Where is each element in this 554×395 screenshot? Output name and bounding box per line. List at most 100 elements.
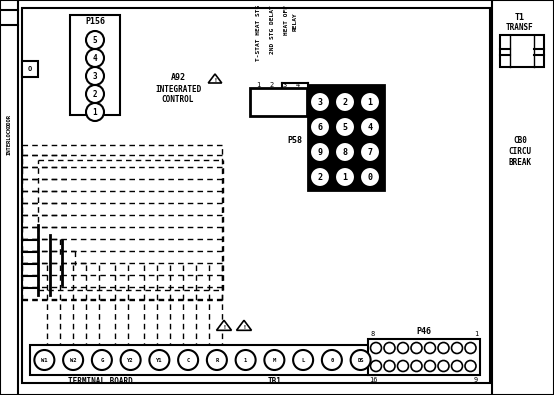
- Text: HEAT OFF: HEAT OFF: [284, 5, 289, 35]
- Bar: [30, 345, 375, 375]
- Circle shape: [351, 350, 371, 370]
- Text: 1: 1: [474, 331, 478, 337]
- Text: P156: P156: [85, 17, 105, 26]
- Circle shape: [310, 92, 330, 112]
- Text: T-STAT HEAT STG: T-STAT HEAT STG: [256, 5, 261, 61]
- Circle shape: [335, 142, 355, 162]
- Circle shape: [310, 167, 330, 187]
- Text: 7: 7: [367, 147, 372, 156]
- Text: 1: 1: [244, 357, 247, 363]
- Circle shape: [398, 361, 408, 372]
- Circle shape: [86, 31, 104, 49]
- Text: 0: 0: [330, 357, 334, 363]
- Text: DS: DS: [357, 357, 364, 363]
- Circle shape: [398, 342, 408, 354]
- Text: 2: 2: [342, 98, 347, 107]
- Polygon shape: [208, 74, 222, 83]
- Text: BREAK: BREAK: [509, 158, 531, 167]
- Text: 1: 1: [367, 98, 372, 107]
- Text: M: M: [273, 357, 276, 363]
- Text: TERMINAL BOARD: TERMINAL BOARD: [68, 376, 132, 386]
- Text: 9: 9: [474, 377, 478, 383]
- Bar: [22, 61, 38, 77]
- Text: 1: 1: [257, 82, 260, 88]
- Circle shape: [34, 350, 54, 370]
- Circle shape: [465, 361, 476, 372]
- Text: 2: 2: [93, 90, 98, 98]
- Bar: [308, 85, 384, 190]
- Text: 5: 5: [93, 36, 98, 45]
- Text: 4: 4: [295, 82, 300, 88]
- Text: TRANSF: TRANSF: [506, 23, 534, 32]
- Text: 6: 6: [317, 122, 322, 132]
- Text: W1: W1: [41, 357, 48, 363]
- Circle shape: [465, 342, 476, 354]
- Text: P46: P46: [417, 327, 432, 335]
- Text: 2: 2: [269, 82, 274, 88]
- Circle shape: [360, 142, 380, 162]
- Circle shape: [384, 342, 395, 354]
- Bar: [250, 88, 307, 116]
- Text: 3: 3: [283, 82, 286, 88]
- Text: R: R: [216, 357, 218, 363]
- Text: CIRCU: CIRCU: [509, 147, 531, 156]
- Text: CONTROL: CONTROL: [162, 94, 194, 103]
- Text: Y2: Y2: [127, 357, 134, 363]
- Circle shape: [411, 361, 422, 372]
- Text: Y1: Y1: [156, 357, 163, 363]
- Text: 0: 0: [367, 173, 372, 181]
- Text: TB1: TB1: [268, 376, 282, 386]
- Text: C: C: [187, 357, 190, 363]
- Circle shape: [92, 350, 112, 370]
- Circle shape: [360, 92, 380, 112]
- Circle shape: [371, 342, 382, 354]
- Circle shape: [86, 49, 104, 67]
- Circle shape: [335, 92, 355, 112]
- Text: A92: A92: [171, 73, 186, 81]
- Bar: [254, 92, 263, 112]
- Circle shape: [452, 342, 463, 354]
- Bar: [291, 90, 304, 114]
- Polygon shape: [217, 320, 232, 330]
- Circle shape: [150, 350, 170, 370]
- Text: O: O: [28, 66, 32, 72]
- Bar: [368, 339, 480, 375]
- Text: 9: 9: [317, 147, 322, 156]
- Circle shape: [335, 117, 355, 137]
- Bar: [252, 90, 265, 114]
- Bar: [70, 15, 120, 115]
- Circle shape: [452, 361, 463, 372]
- Circle shape: [322, 350, 342, 370]
- Circle shape: [424, 361, 435, 372]
- Bar: [500, 35, 544, 67]
- Text: INTEGRATED: INTEGRATED: [155, 85, 201, 94]
- Circle shape: [207, 350, 227, 370]
- Text: W2: W2: [70, 357, 76, 363]
- Text: 8: 8: [342, 147, 347, 156]
- Circle shape: [371, 361, 382, 372]
- Circle shape: [335, 167, 355, 187]
- Text: 2ND STG DELAY: 2ND STG DELAY: [270, 5, 275, 54]
- Text: DOOR: DOOR: [7, 113, 12, 126]
- Bar: [267, 92, 276, 112]
- Text: 2: 2: [317, 173, 322, 181]
- Text: 3: 3: [93, 71, 98, 81]
- Text: !: !: [213, 78, 217, 83]
- Circle shape: [264, 350, 284, 370]
- Circle shape: [121, 350, 141, 370]
- Text: INTERLOCK: INTERLOCK: [7, 125, 12, 154]
- Circle shape: [310, 142, 330, 162]
- Text: RELAY: RELAY: [293, 12, 298, 31]
- Circle shape: [360, 167, 380, 187]
- Text: 3: 3: [317, 98, 322, 107]
- Bar: [22, 8, 490, 383]
- Circle shape: [438, 342, 449, 354]
- Text: 8: 8: [371, 331, 375, 337]
- Circle shape: [86, 67, 104, 85]
- Circle shape: [310, 117, 330, 137]
- Circle shape: [424, 342, 435, 354]
- Bar: [280, 92, 289, 112]
- Text: T1: T1: [515, 13, 525, 21]
- Polygon shape: [237, 320, 252, 330]
- Text: 1: 1: [342, 173, 347, 181]
